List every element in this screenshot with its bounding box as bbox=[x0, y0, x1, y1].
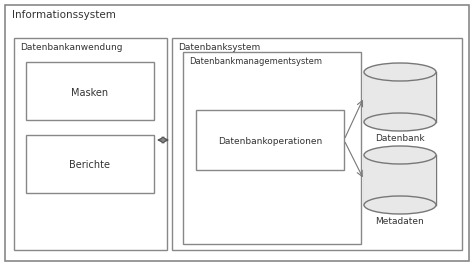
Bar bbox=[183, 52, 361, 244]
Bar bbox=[26, 135, 154, 193]
Bar bbox=[364, 155, 436, 205]
Bar bbox=[14, 38, 167, 250]
Bar bbox=[26, 62, 154, 120]
Ellipse shape bbox=[364, 196, 436, 214]
Text: Masken: Masken bbox=[72, 88, 109, 98]
Text: Datenbankanwendung: Datenbankanwendung bbox=[20, 43, 122, 52]
Text: Datenbankmanagementsystem: Datenbankmanagementsystem bbox=[189, 57, 322, 66]
Bar bbox=[196, 110, 344, 170]
Text: Metadaten: Metadaten bbox=[375, 217, 424, 226]
Bar bbox=[172, 38, 462, 250]
Ellipse shape bbox=[364, 63, 436, 81]
Text: Datenbankoperationen: Datenbankoperationen bbox=[218, 136, 322, 146]
Bar bbox=[364, 72, 436, 122]
Ellipse shape bbox=[364, 146, 436, 164]
Text: Datenbank: Datenbank bbox=[375, 134, 425, 143]
Text: Informationssystem: Informationssystem bbox=[12, 10, 116, 20]
Text: Datenbanksystem: Datenbanksystem bbox=[178, 43, 260, 52]
Text: Berichte: Berichte bbox=[70, 160, 110, 170]
Ellipse shape bbox=[364, 113, 436, 131]
